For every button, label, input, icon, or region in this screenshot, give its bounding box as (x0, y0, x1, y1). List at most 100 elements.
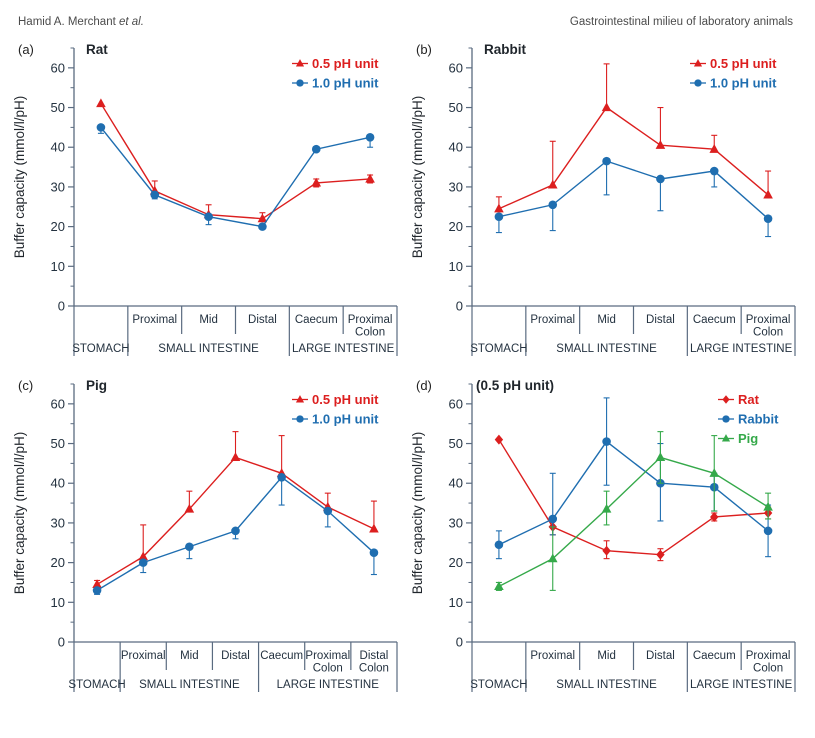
y-axis-label: Buffer capacity (mmol/l/pH) (12, 432, 27, 595)
category-label: Caecum (260, 650, 303, 662)
legend: 0.5 pH unit 1.0 pH unit (690, 56, 777, 91)
svg-text:10: 10 (51, 259, 65, 274)
chart-rat: 0 10 20 30 40 50 60 Buffer capacity (mmol/l/pH)… (12, 47, 398, 356)
svg-text:10: 10 (449, 259, 463, 274)
legend-label: 0.5 pH unit (312, 56, 379, 71)
group-label: LARGE INTESTINE (277, 679, 380, 691)
panel-a: (a) Rat 0 10 20 30 40 50 60 Buffer capacity (mm… (8, 34, 406, 370)
legend-label: Rabbit (738, 412, 779, 427)
page-header-author: Hamid A. Merchant et al. (18, 16, 144, 28)
legend: 0.5 pH unit 1.0 pH unit (292, 56, 379, 91)
group-label: LARGE INTESTINE (292, 343, 395, 355)
legend: Rat Rabbit Pig (718, 392, 779, 446)
svg-text:0: 0 (456, 635, 463, 650)
category-label: Distal (646, 650, 675, 662)
series-1-0-ph-unit (92, 472, 379, 595)
svg-text:0: 0 (456, 299, 463, 314)
svg-text:30: 30 (449, 515, 463, 530)
svg-text:30: 30 (51, 179, 65, 194)
svg-text:60: 60 (449, 60, 463, 75)
svg-text:50: 50 (449, 100, 463, 115)
panel-d: (d) (0.5 pH unit) 0 10 20 30 40 50 60 Buffer ca… (406, 370, 804, 706)
svg-text:20: 20 (51, 219, 65, 234)
panel-title: Pig (86, 378, 108, 393)
group-label: SMALL INTESTINE (158, 343, 259, 355)
svg-text:60: 60 (51, 60, 65, 75)
chart-comparison: 0 10 20 30 40 50 60 Buffer capacity (mmol/l/pH)… (410, 383, 796, 692)
series-rabbit (494, 397, 773, 560)
category-label: Mid (199, 314, 218, 326)
chart-rabbit: 0 10 20 30 40 50 60 Buffer capacity (mmol/l/pH)… (410, 47, 796, 356)
category-label: Proximal Colon (348, 314, 393, 339)
x-axis-table: Proximal Mid Distal Caecum Proximal Colon STOM… (72, 305, 398, 356)
legend-label: 1.0 pH unit (312, 412, 379, 427)
series-0-5-ph-unit (494, 63, 773, 213)
panel-letter: (d) (416, 378, 432, 393)
group-label: STOMACH (470, 343, 527, 355)
svg-text:50: 50 (51, 100, 65, 115)
category-label: Proximal (530, 650, 575, 662)
group-label: SMALL INTESTINE (556, 679, 657, 691)
group-label: SMALL INTESTINE (139, 679, 240, 691)
legend-label: 0.5 pH unit (312, 392, 379, 407)
y-axis-label: Buffer capacity (mmol/l/pH) (410, 96, 425, 259)
panel-letter: (b) (416, 42, 432, 57)
category-label: Caecum (295, 314, 338, 326)
y-axis-label: Buffer capacity (mmol/l/pH) (12, 96, 27, 259)
category-label: Mid (180, 650, 199, 662)
svg-text:40: 40 (449, 140, 463, 155)
legend-label: 1.0 pH unit (312, 76, 379, 91)
series-1-0-ph-unit (494, 156, 773, 238)
group-label: LARGE INTESTINE (690, 343, 793, 355)
series-0-5-ph-unit (92, 431, 379, 589)
svg-text:20: 20 (449, 555, 463, 570)
page-header-running-title: Gastrointestinal milieu of laboratory an… (569, 16, 793, 28)
svg-text:0: 0 (58, 299, 65, 314)
panel-title: Rat (86, 42, 108, 57)
panel-c: (c) Pig 0 10 20 30 40 50 60 Buffer capacity (mm… (8, 370, 406, 706)
category-label: Proximal (530, 314, 575, 326)
y-axis: 0 10 20 30 40 50 60 Buffer capacity (mmol/l/pH) (12, 47, 75, 314)
x-axis-table: Proximal Mid Distal Caecum Proximal Colon STOM… (470, 305, 796, 356)
svg-text:10: 10 (449, 595, 463, 610)
series-0-5-ph-unit (96, 98, 375, 223)
category-label: Distal Colon (359, 650, 389, 675)
group-label: LARGE INTESTINE (690, 679, 793, 691)
svg-text:60: 60 (51, 396, 65, 411)
svg-text:60: 60 (449, 396, 463, 411)
category-label: Proximal Colon (746, 314, 791, 339)
group-label: STOMACH (72, 343, 129, 355)
category-label: Distal (248, 314, 277, 326)
panel-letter: (a) (18, 42, 34, 57)
panel-title: Rabbit (484, 42, 526, 57)
y-axis-label: Buffer capacity (mmol/l/pH) (410, 432, 425, 595)
category-label: Proximal (121, 650, 166, 662)
category-label: Proximal (132, 314, 177, 326)
x-axis-table: Proximal Mid Distal Caecum Proximal Colon STOM… (470, 641, 796, 692)
svg-text:0: 0 (58, 635, 65, 650)
author-etal: et al. (118, 16, 144, 28)
legend-label: Rat (738, 392, 760, 407)
svg-text:30: 30 (51, 515, 65, 530)
category-label: Proximal Colon (305, 650, 350, 675)
y-axis: 0 10 20 30 40 50 60 Buffer capacity (mmol/l/pH) (410, 383, 473, 650)
y-axis: 0 10 20 30 40 50 60 Buffer capacity (mmol/l/pH) (410, 47, 473, 314)
panel-b: (b) Rabbit 0 10 20 30 40 50 60 Buffer capacity … (406, 34, 804, 370)
svg-text:20: 20 (449, 219, 463, 234)
y-axis: 0 10 20 30 40 50 60 Buffer capacity (mmol/l/pH) (12, 383, 75, 650)
group-label: STOMACH (470, 679, 527, 691)
category-label: Distal (646, 314, 675, 326)
group-label: STOMACH (68, 679, 125, 691)
page-header: Hamid A. Merchant et al. Gastrointestina… (0, 0, 815, 30)
category-label: Proximal Colon (746, 650, 791, 675)
category-label: Caecum (693, 650, 736, 662)
group-label: SMALL INTESTINE (556, 343, 657, 355)
x-axis-table: Proximal Mid Distal Caecum Proximal Colon Dist… (68, 641, 398, 692)
svg-text:40: 40 (449, 476, 463, 491)
svg-text:40: 40 (51, 140, 65, 155)
legend-label: 1.0 pH unit (710, 76, 777, 91)
svg-text:50: 50 (51, 436, 65, 451)
category-label: Mid (597, 650, 616, 662)
panel-letter: (c) (18, 378, 34, 393)
category-label: Mid (597, 314, 616, 326)
